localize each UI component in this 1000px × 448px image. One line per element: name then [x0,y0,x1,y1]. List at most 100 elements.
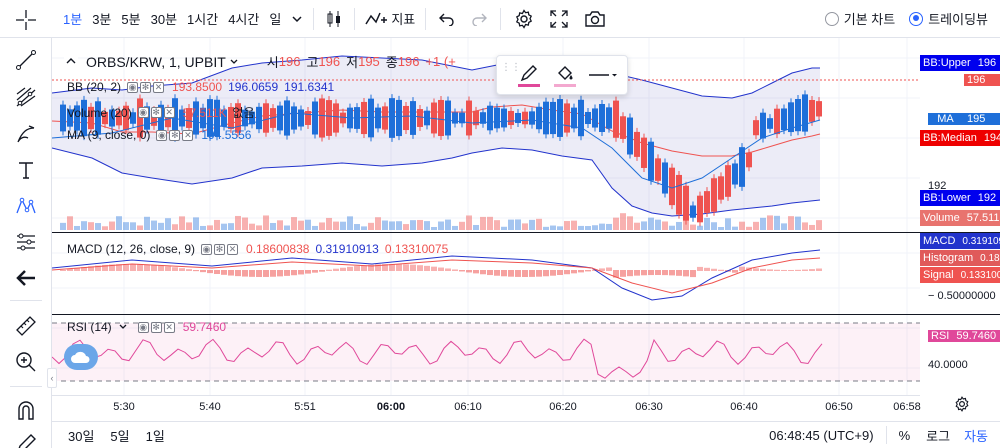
candle-body [67,109,73,127]
time-axis[interactable]: 5:30 5:40 5:51 06:00 06:10 06:20 06:30 0… [52,395,921,421]
macd-histogram-bar [305,270,311,274]
measure-tool[interactable] [10,226,42,258]
eye-icon[interactable]: ◉ [137,107,149,118]
fib-tool[interactable] [10,81,42,113]
arrow-tool[interactable] [10,262,42,294]
text-tool[interactable] [10,154,42,186]
eye-icon[interactable]: ◉ [127,81,139,93]
candle-body [634,131,640,157]
macd-histogram-bar [249,270,255,277]
interval-5m[interactable]: 5분 [121,12,141,27]
macd-histogram-bar [459,270,465,272]
trend-line-tool[interactable] [10,44,42,76]
interval-3m[interactable]: 3분 [92,12,112,27]
interval-1h[interactable]: 1시간 [187,12,219,27]
gear-icon[interactable]: ✻ [150,107,162,118]
line-style-button[interactable] [583,56,623,94]
macd-histogram-bar [816,268,822,271]
chevron-down-icon [292,15,302,22]
volume-bar [144,216,150,230]
macd-histogram-bar [235,270,241,277]
scale-settings-button[interactable] [948,394,976,414]
brush-tool[interactable] [10,118,42,150]
interval-4h[interactable]: 4시간 [228,12,260,27]
interval-1d[interactable]: 일 [269,12,282,27]
zoom-tool[interactable] [10,346,42,378]
candle-body [81,99,87,137]
pane-separator[interactable] [52,232,1000,233]
macd-histogram-bar [571,270,577,274]
macd-histogram-bar [263,270,269,277]
close-icon[interactable]: ✕ [163,107,175,118]
volume-bar [242,217,248,230]
volume-bar [165,218,171,230]
price-scale[interactable]: BB:Upper 196 196 MA 195 BB:Median 194 192 B… [920,38,1000,395]
interval-1m[interactable]: 1분 [63,12,83,27]
time-label: 06:00 [376,401,406,413]
drag-handle[interactable]: ⋮⋮ [501,62,521,73]
bb-upper-label: BB:Upper 196 [920,55,1000,71]
snapshot-button[interactable] [576,0,614,38]
volume-bar [641,221,647,230]
fill-color-button[interactable] [547,56,583,94]
redo-button[interactable] [463,0,495,38]
candle-body [88,106,94,130]
close-icon[interactable]: ✕ [227,243,239,255]
close-icon[interactable]: ✕ [163,321,175,333]
indicators-button[interactable]: 지표 [360,0,420,38]
ma-legend: MA (9, close, 0) ◉ ✻ ✕ 194.5556 [67,128,251,142]
candle-body [578,99,584,137]
close-icon[interactable]: ✕ [153,81,165,93]
crosshair-tool[interactable] [10,4,42,36]
fullscreen-button[interactable] [542,0,576,38]
price-chart-svg[interactable] [52,38,920,395]
volume-bar [599,223,605,230]
log-toggle[interactable]: 로그 [926,428,951,444]
basic-chart-radio[interactable]: 기본 차트 [824,9,895,28]
volume-bar [620,213,626,230]
eye-icon[interactable]: ◉ [201,243,213,255]
tradingview-radio[interactable]: 트레이딩뷰 [909,9,988,28]
chevron-down-icon[interactable] [118,322,128,332]
range-30d[interactable]: 30일 [68,428,95,444]
magnet-tool[interactable] [10,394,42,426]
chart-type-button[interactable] [319,0,349,38]
ruler-tool[interactable] [10,310,42,342]
line-color-button[interactable] [511,56,547,94]
candle-body [816,101,822,117]
range-1d[interactable]: 1일 [145,428,165,444]
gear-icon[interactable]: ✻ [169,129,181,141]
gear-icon[interactable]: ✻ [214,243,226,255]
volume-bar [445,219,451,230]
range-5d[interactable]: 5일 [110,428,130,444]
top-toolbar: 1분 3분 5분 30분 1시간 4시간 일 지표 [0,0,1000,38]
macd-histogram-bar [102,264,108,271]
cloud-save-button[interactable] [64,344,98,370]
close-icon[interactable]: ✕ [182,129,194,141]
ma-value: 194.5556 [201,128,252,142]
volume-bar [67,216,73,230]
gear-icon[interactable]: ✻ [140,81,152,93]
gear-icon[interactable]: ✻ [150,321,162,333]
macd-histogram-bar [144,264,150,271]
macd-histogram-bar [599,268,605,271]
pattern-tool[interactable] [10,190,42,222]
undo-button[interactable] [431,0,463,38]
pane-separator[interactable] [52,314,1000,315]
clock[interactable]: 06:48:45 (UTC+9) [769,427,874,443]
candle-body [249,111,255,125]
percent-toggle[interactable]: % [898,427,911,443]
pencil-lock-tool[interactable] [10,428,42,448]
volume-bar [319,222,325,230]
auto-toggle[interactable]: 자동 [964,428,988,444]
settings-button[interactable] [506,0,542,38]
eye-icon[interactable]: ◉ [137,321,149,333]
macd-histogram-bar [662,270,668,276]
chart-plot-area[interactable] [52,38,920,395]
collapse-icon[interactable] [64,54,78,69]
collapse-toolbar-button[interactable]: ‹ [47,368,57,388]
interval-30m[interactable]: 30분 [150,12,178,27]
eye-icon[interactable]: ◉ [156,129,168,141]
chevron-down-icon[interactable] [229,57,239,67]
interval-dropdown[interactable] [286,0,308,38]
